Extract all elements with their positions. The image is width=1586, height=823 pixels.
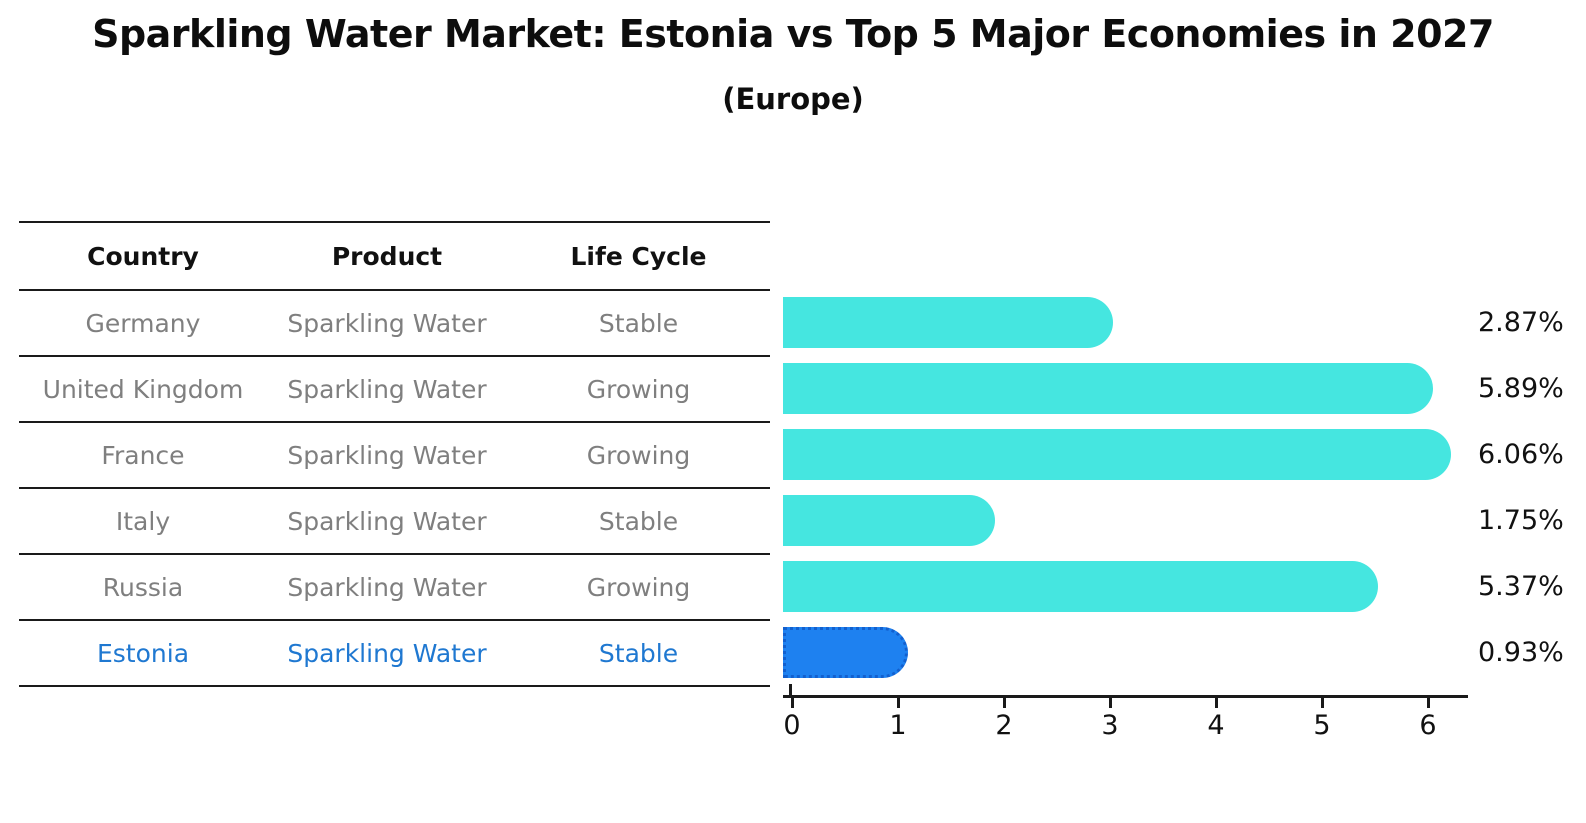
- table-row-italy: Italy Sparkling Water Stable: [19, 489, 770, 555]
- bar-estonia: [783, 627, 908, 678]
- bar-france: [783, 429, 1451, 480]
- bar-italy: [783, 495, 995, 546]
- cell-life-cycle: Growing: [586, 374, 691, 404]
- x-tick-label: 0: [783, 710, 801, 741]
- chart-title: Sparkling Water Market: Estonia vs Top 5…: [92, 12, 1494, 56]
- value-label-germany: 2.87%: [1478, 307, 1564, 338]
- x-tick: [1427, 698, 1430, 708]
- table-header-row: Country Product Life Cycle: [19, 223, 770, 291]
- cell-country: Russia: [102, 572, 184, 602]
- cell-life-cycle: Stable: [598, 506, 679, 536]
- cell-life-cycle: Stable: [598, 638, 679, 668]
- cell-product: Sparkling Water: [287, 572, 487, 602]
- bar-germany: [783, 297, 1113, 348]
- x-tick: [1321, 698, 1324, 708]
- cell-country: Germany: [85, 308, 201, 338]
- value-label-united-kingdom: 5.89%: [1478, 373, 1564, 404]
- x-tick: [1109, 698, 1112, 708]
- table-row-france: France Sparkling Water Growing: [19, 423, 770, 489]
- cell-product: Sparkling Water: [287, 308, 487, 338]
- table-row-united-kingdom: United Kingdom Sparkling Water Growing: [19, 357, 770, 423]
- table-row-russia: Russia Sparkling Water Growing: [19, 555, 770, 621]
- cell-product: Sparkling Water: [287, 440, 487, 470]
- x-tick-label: 1: [889, 710, 907, 741]
- cell-life-cycle: Stable: [598, 308, 679, 338]
- cell-product: Sparkling Water: [287, 374, 487, 404]
- x-tick: [1215, 698, 1218, 708]
- cell-country: Estonia: [96, 638, 190, 668]
- table-row-germany: Germany Sparkling Water Stable: [19, 291, 770, 357]
- x-tick: [897, 698, 900, 708]
- header-cell-life-cycle: Life Cycle: [570, 241, 707, 271]
- value-label-russia: 5.37%: [1478, 571, 1564, 602]
- cell-product: Sparkling Water: [287, 506, 487, 536]
- cell-country: France: [101, 440, 185, 470]
- value-label-france: 6.06%: [1478, 439, 1564, 470]
- x-tick-label: 6: [1419, 710, 1437, 741]
- x-tick: [1003, 698, 1006, 708]
- cell-country: Italy: [115, 506, 171, 536]
- chart-subtitle: (Europe): [722, 82, 864, 116]
- table-row-estonia: Estonia Sparkling Water Stable: [19, 621, 770, 687]
- x-axis-left-end: [789, 684, 792, 695]
- x-tick-label: 2: [995, 710, 1013, 741]
- bar-russia: [783, 561, 1378, 612]
- header-cell-product: Product: [331, 241, 443, 271]
- x-axis-line: [783, 695, 1468, 698]
- cell-product: Sparkling Water: [287, 638, 487, 668]
- value-label-estonia: 0.93%: [1478, 637, 1564, 668]
- cell-life-cycle: Growing: [586, 572, 691, 602]
- x-tick-label: 5: [1313, 710, 1331, 741]
- bar-united-kingdom: [783, 363, 1433, 414]
- value-label-italy: 1.75%: [1478, 505, 1564, 536]
- cell-country: United Kingdom: [42, 374, 244, 404]
- header-cell-country: Country: [87, 241, 199, 271]
- country-table: Country Product Life Cycle Germany Spark…: [19, 221, 770, 687]
- cell-life-cycle: Growing: [586, 440, 691, 470]
- x-tick: [791, 698, 794, 708]
- x-tick-label: 3: [1101, 710, 1119, 741]
- x-tick-label: 4: [1207, 710, 1225, 741]
